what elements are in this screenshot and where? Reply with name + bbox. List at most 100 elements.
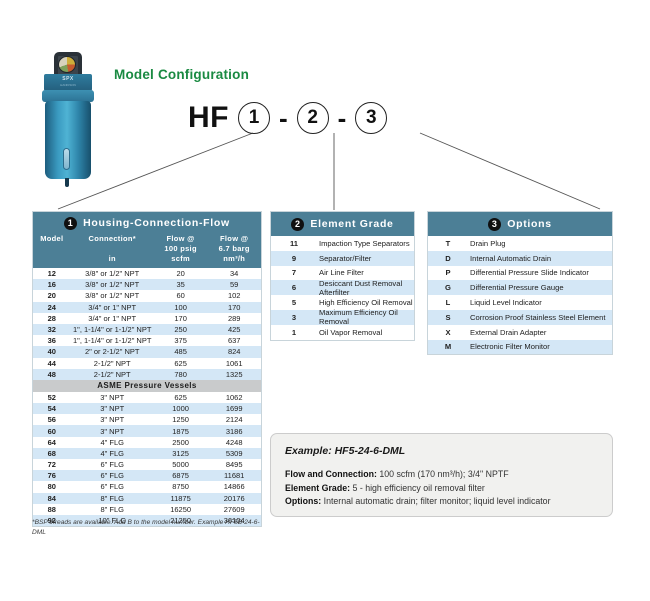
cell-description: Differential Pressure Gauge	[470, 283, 564, 293]
table-row: 64 4" FLG 2500 4248	[33, 437, 261, 448]
cell-description: External Drain Adapter	[470, 327, 547, 337]
pressure-gauge-icon	[58, 56, 76, 73]
example-grade-value: 5 - high efficiency oil removal filter	[352, 482, 485, 493]
cell-connection: 3/4" or 1" NPT	[88, 313, 137, 323]
col-header-connection: Connection*	[88, 234, 136, 243]
example-flow-line: Flow and Connection: 100 scfm (170 nm³/h…	[285, 468, 598, 482]
cell-code: 11	[289, 238, 299, 248]
example-flow-label: Flow and Connection:	[285, 469, 377, 479]
cell-scfm: 625	[174, 392, 187, 402]
cell-scfm: 1875	[172, 426, 189, 436]
cell-description: Air Line Filter	[319, 268, 364, 278]
table-element-header: 2 Element Grade	[271, 212, 414, 236]
col-header-flow-scfm: Flow @	[166, 234, 195, 243]
cell-code: D	[445, 253, 451, 263]
table-housing-connection-flow: 1 Housing-Connection-Flow Model Connecti…	[32, 211, 262, 528]
cell-connection: 6" FLG	[100, 460, 124, 470]
cell-nm3h: 34	[230, 269, 239, 279]
cell-nm3h: 2124	[225, 415, 243, 425]
cell-scfm: 485	[174, 347, 187, 357]
cell-scfm: 3125	[172, 448, 189, 458]
table-row: 48 2-1/2" NPT 780 1325	[33, 368, 261, 380]
cell-model: 20	[47, 291, 56, 301]
cell-nm3h: 3186	[225, 426, 243, 436]
brand-logo: SPX	[62, 76, 74, 82]
option-row: T Drain Plug	[428, 236, 612, 251]
cell-description: Oil Vapor Removal	[319, 327, 383, 337]
table-options-header: 3 Options	[428, 212, 612, 236]
example-options-label: Options:	[285, 496, 322, 506]
table-options-body: T Drain Plug D Internal Automatic Drain P Dif…	[428, 236, 612, 355]
cell-scfm: 1000	[172, 404, 189, 414]
cell-scfm: 60	[176, 291, 185, 301]
cell-model: 64	[47, 437, 56, 447]
cell-scfm: 16250	[170, 504, 192, 514]
table-row: 24 3/4" or 1" NPT 100 170	[33, 301, 261, 313]
badge-1-icon: 1	[64, 216, 78, 230]
cell-scfm: 2500	[172, 437, 189, 447]
formula-slot-3: 3	[355, 102, 388, 134]
cell-nm3h: 1325	[225, 369, 243, 379]
cell-description: Desiccant Dust Removal Afterfilter	[319, 278, 403, 297]
cell-model: 32	[47, 325, 56, 335]
table-section-header-asme: ASME Pressure Vessels	[33, 379, 261, 392]
sight-glass-icon	[63, 148, 70, 170]
cell-connection: 3" NPT	[100, 404, 125, 414]
table-row: 40 2" or 2-1/2" NPT 485 824	[33, 346, 261, 358]
cell-code: 5	[291, 298, 297, 308]
cell-model: 24	[47, 302, 56, 312]
cell-nm3h: 289	[227, 313, 241, 323]
option-row: M Electronic Filter Monitor	[428, 339, 612, 355]
element-grade-row: 3 Maximum Efficiency Oil Removal	[271, 308, 414, 326]
cell-nm3h: 425	[227, 325, 241, 335]
sub-brand-label: HANKISON	[60, 83, 76, 87]
cell-code: 3	[291, 312, 297, 322]
table-housing-body: 12 3/8" or 1/2" NPT 20 34 16 3/8" or 1/2" NPT…	[33, 268, 261, 527]
example-grade-line: Element Grade: 5 - high efficiency oil r…	[285, 482, 598, 496]
cell-model: 68	[47, 448, 56, 458]
cell-nm3h: 1062	[225, 392, 243, 402]
formula-prefix: HF	[188, 101, 229, 134]
cell-connection: 2-1/2" NPT	[93, 369, 131, 379]
cell-model: 48	[47, 369, 56, 379]
cell-model: 88	[47, 504, 56, 514]
cell-description: High Efficiency Oil Removal	[319, 298, 413, 308]
example-flow-value: 100 scfm (170 nm³/h); 3/4" NPTF	[379, 469, 509, 479]
option-row: L Liquid Level Indicator	[428, 295, 612, 310]
housing-collar	[42, 90, 94, 102]
cell-code: X	[445, 327, 451, 337]
cell-model: 54	[47, 404, 56, 414]
cell-model: 76	[47, 471, 56, 481]
table-housing-footnote: *BSP threads are available. Add B to the…	[32, 519, 260, 536]
cell-scfm: 6875	[172, 471, 189, 481]
element-grade-row: 1 Oil Vapor Removal	[271, 325, 414, 340]
cell-scfm: 20	[176, 269, 185, 279]
option-row: S Corrosion Proof Stainless Steel Element	[428, 309, 612, 325]
cell-code: L	[445, 298, 451, 308]
table-row: 80 6" FLG 8750 14866	[33, 481, 261, 492]
cell-model: 40	[47, 347, 56, 357]
cell-nm3h: 14866	[223, 482, 245, 492]
cell-model: 52	[47, 392, 56, 402]
cell-scfm: 5000	[172, 460, 189, 470]
table-housing-header: 1 Housing-Connection-Flow	[33, 212, 261, 234]
cell-connection: 4" FLG	[100, 448, 124, 458]
element-grade-row: 9 Separator/Filter	[271, 250, 414, 266]
cell-scfm: 170	[174, 313, 187, 323]
cell-code: S	[445, 312, 451, 322]
table-row: 54 3" NPT 1000 1699	[33, 403, 261, 415]
element-grade-row: 6 Desiccant Dust Removal Afterfilter	[271, 278, 414, 297]
cell-nm3h: 824	[227, 347, 241, 357]
cell-connection: 6" FLG	[100, 482, 124, 492]
table-row: 32 1", 1-1/4" or 1-1/2" NPT 250 425	[33, 323, 261, 336]
option-row: P Differential Pressure Slide Indicator	[428, 266, 612, 281]
table-row: 44 2-1/2" NPT 625 1061	[33, 358, 261, 369]
cell-description: Corrosion Proof Stainless Steel Element	[470, 312, 606, 322]
product-photo-filter-housing: SPX HANKISON	[36, 52, 100, 187]
table-row: 20 3/8" or 1/2" NPT 60 102	[33, 290, 261, 301]
cell-nm3h: 27609	[223, 504, 245, 514]
cell-code: 9	[291, 253, 297, 263]
table-row: 28 3/4" or 1" NPT 170 289	[33, 313, 261, 324]
cell-scfm: 100	[174, 302, 187, 312]
cell-nm3h: 170	[227, 302, 241, 312]
